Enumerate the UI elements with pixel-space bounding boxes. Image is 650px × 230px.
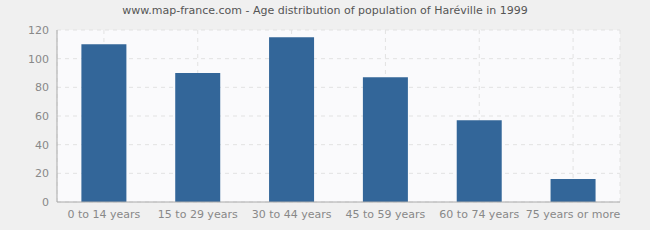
svg-text:40: 40 bbox=[35, 139, 49, 152]
svg-text:20: 20 bbox=[35, 167, 49, 180]
svg-text:80: 80 bbox=[35, 81, 49, 94]
svg-text:60: 60 bbox=[35, 110, 49, 123]
html-text:www.map-france.com - Age distr: www.map-france.com - Age distribution of… bbox=[122, 4, 528, 17]
svg-text:75 years or more: 75 years or more bbox=[526, 208, 621, 221]
svg-text:0: 0 bbox=[42, 196, 49, 209]
svg-text:15 to 29 years: 15 to 29 years bbox=[158, 208, 238, 221]
svg-text:0 to 14 years: 0 to 14 years bbox=[68, 208, 141, 221]
svg-text:45 to 59 years: 45 to 59 years bbox=[346, 208, 426, 221]
svg-text:30 to 44 years: 30 to 44 years bbox=[252, 208, 332, 221]
svg-text:60 to 74 years: 60 to 74 years bbox=[439, 208, 519, 221]
svg-text:100: 100 bbox=[28, 53, 49, 66]
svg-text:120: 120 bbox=[28, 24, 49, 37]
